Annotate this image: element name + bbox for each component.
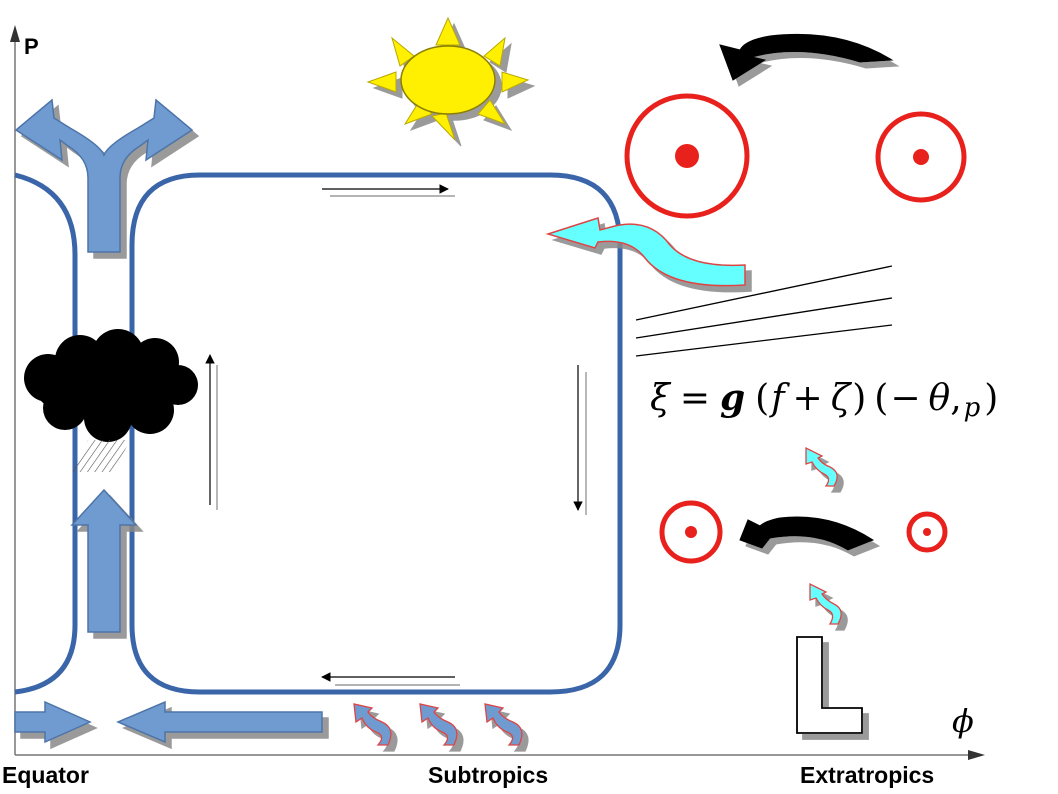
y-axis-label: P	[24, 34, 39, 59]
eq-equals: =	[680, 378, 710, 419]
ring-vortex-icon	[875, 111, 967, 203]
flow-arrow-bottom	[321, 672, 460, 686]
ring-vortex-icon	[906, 511, 948, 553]
cloud-icon	[24, 329, 198, 442]
flow-arrow-top	[322, 184, 455, 197]
pv-equation: ξ = g (f + ζ) (− θ,p)	[650, 377, 998, 423]
eq-plus: +	[793, 378, 823, 419]
poleward-flux-arrow	[545, 217, 746, 287]
heat-flux-arrow-1	[353, 703, 392, 746]
x-axis	[15, 750, 985, 760]
ascent-arrow	[70, 488, 138, 633]
region-label-subtropics: Subtropics	[428, 762, 548, 788]
region-label-equator: Equator	[2, 762, 89, 788]
y-axis	[10, 25, 20, 755]
eq-p-subscript: p	[964, 393, 981, 423]
letter-L-icon	[796, 636, 863, 734]
isentrope-lines	[635, 265, 893, 357]
eq-zeta: ζ	[831, 378, 853, 419]
hadley-cell-southern	[14, 172, 78, 695]
eq-close2: )	[984, 378, 998, 419]
x-axis-label: ϕ	[952, 702, 974, 740]
region-label-extratropics: Extratropics	[800, 762, 934, 788]
flow-arrow-left-up	[205, 354, 218, 510]
hadley-cell-main	[129, 172, 623, 695]
ring-vortex-icon	[624, 93, 750, 219]
divergence-arrow	[14, 98, 194, 253]
heat-flux-arrow-3	[484, 703, 523, 746]
wave-flux-arrow-2	[809, 582, 842, 625]
eq-close1: )	[852, 378, 866, 419]
eq-minus: −	[890, 378, 920, 419]
curved-arrow-icon	[739, 516, 875, 551]
trade-wind-arrow-left	[14, 700, 92, 744]
sun-icon	[366, 16, 530, 141]
flow-arrow-right-down	[573, 365, 587, 515]
eq-open1: (	[755, 378, 769, 419]
heat-flux-arrow-2	[419, 703, 458, 746]
ring-vortex-icon	[659, 500, 723, 564]
eq-theta: θ	[929, 378, 951, 419]
eq-xi: ξ	[650, 378, 672, 419]
eq-comma: ,	[950, 378, 961, 419]
curved-arrow-icon	[719, 33, 894, 81]
wave-flux-arrow-1	[805, 446, 838, 487]
eq-open2: (	[874, 378, 888, 419]
trade-wind-arrow-right	[116, 700, 323, 744]
eq-g: g	[720, 377, 745, 419]
eq-f: f	[768, 378, 790, 419]
rain-icon	[72, 440, 130, 472]
